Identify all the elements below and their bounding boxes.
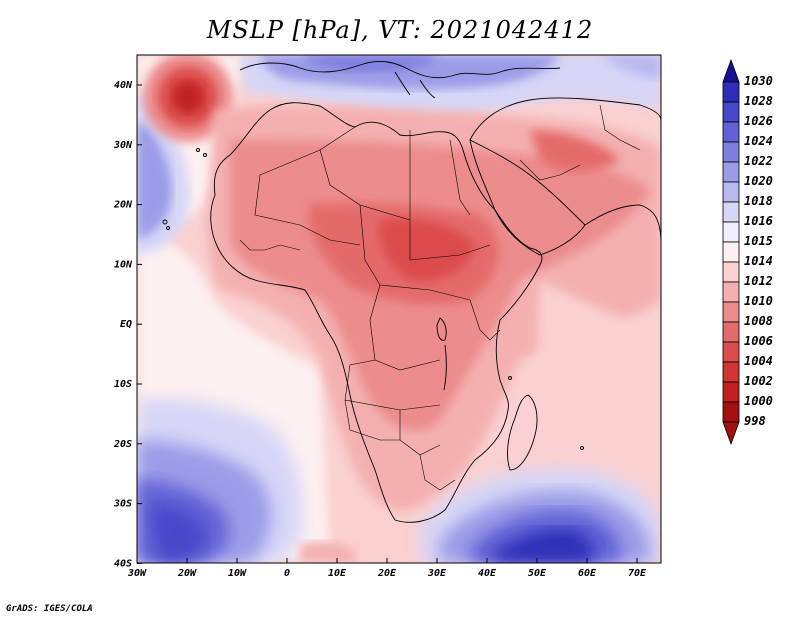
lat-tick-label: 40S	[114, 558, 132, 569]
colorbar-swatch	[722, 281, 740, 303]
lat-tick-label: 10N	[114, 259, 133, 270]
colorbar-swatch	[722, 301, 740, 323]
colorbar-level-label: 1008	[744, 314, 773, 328]
lat-tick-label: 30N	[113, 140, 133, 151]
lon-tick-label: 30W	[127, 568, 147, 579]
colorbar-swatch	[722, 161, 740, 183]
lon-tick-label: 10W	[228, 568, 247, 579]
colorbar-swatch	[722, 321, 740, 343]
colorbar-level-label: 998	[744, 414, 766, 428]
colorbar-swatch	[722, 401, 740, 423]
lat-tick-label: 10S	[114, 379, 132, 390]
colorbar-level-label: 1010	[744, 294, 773, 308]
colorbar	[722, 58, 740, 446]
map-frame	[136, 54, 662, 564]
lat-tick-label: EQ	[120, 319, 132, 330]
colorbar-swatch	[722, 341, 740, 363]
lon-tick-label: 30E	[427, 568, 447, 579]
colorbar-level-label: 1006	[744, 334, 773, 348]
lon-tick-label: 20W	[177, 568, 197, 579]
colorbar-level-label: 1014	[744, 254, 773, 268]
latitude-axis: 40N 30N 20N 10N EQ 10S 20S 30S 40S	[113, 80, 142, 569]
lon-tick-label: 50E	[528, 568, 547, 579]
colorbar-bottom-arrow	[722, 421, 740, 446]
lon-tick-label: 0	[284, 568, 290, 579]
colorbar-level-label: 1015	[744, 234, 773, 248]
colorbar-swatch	[722, 101, 740, 123]
colorbar-level-label: 1028	[744, 94, 773, 108]
colorbar-swatch	[722, 201, 740, 223]
colorbar-level-label: 1004	[744, 354, 773, 368]
colorbar-swatch	[722, 181, 740, 203]
colorbar-level-label: 1024	[744, 134, 773, 148]
lon-tick-label: 20E	[377, 568, 397, 579]
lat-tick-label: 30S	[113, 499, 132, 510]
lon-tick-label: 40E	[478, 568, 497, 579]
colorbar-level-label: 1016	[744, 214, 773, 228]
colorbar-level-label: 1030	[744, 74, 773, 88]
lon-tick-label: 60E	[578, 568, 597, 579]
colorbar-level-label: 1000	[744, 394, 773, 408]
lat-tick-label: 40N	[114, 80, 133, 91]
colorbar-swatch	[722, 261, 740, 283]
colorbar-level-label: 1026	[744, 114, 773, 128]
country-borders	[239, 104, 641, 491]
colorbar-level-label: 1020	[744, 174, 773, 188]
coastline	[162, 60, 661, 523]
pressure-field	[137, 55, 661, 563]
lat-tick-label: 20S	[113, 439, 132, 450]
lon-tick-label: 70E	[628, 568, 647, 579]
longitude-axis: 30W 20W 10W 0 10E 20E 30E 40E 50E 60E 70E	[127, 558, 647, 579]
colorbar-level-label: 1022	[744, 154, 773, 168]
lat-tick-label: 20N	[113, 200, 133, 211]
colorbar-swatch	[722, 81, 740, 103]
colorbar-swatch	[722, 121, 740, 143]
lon-tick-label: 10E	[328, 568, 347, 579]
colorbar-swatch	[722, 141, 740, 163]
colorbar-swatch	[722, 241, 740, 263]
colorbar-swatch	[722, 361, 740, 383]
colorbar-swatch	[722, 221, 740, 243]
footer-credit: GrADS: IGES/COLA	[6, 604, 93, 614]
map-title: MSLP [hPa], VT: 2021042412	[206, 16, 594, 44]
colorbar-level-label: 1018	[744, 194, 773, 208]
colorbar-top-arrow	[722, 58, 740, 83]
colorbar-level-label: 1002	[744, 374, 773, 388]
colorbar-swatch	[722, 381, 740, 403]
colorbar-level-label: 1012	[744, 274, 773, 288]
